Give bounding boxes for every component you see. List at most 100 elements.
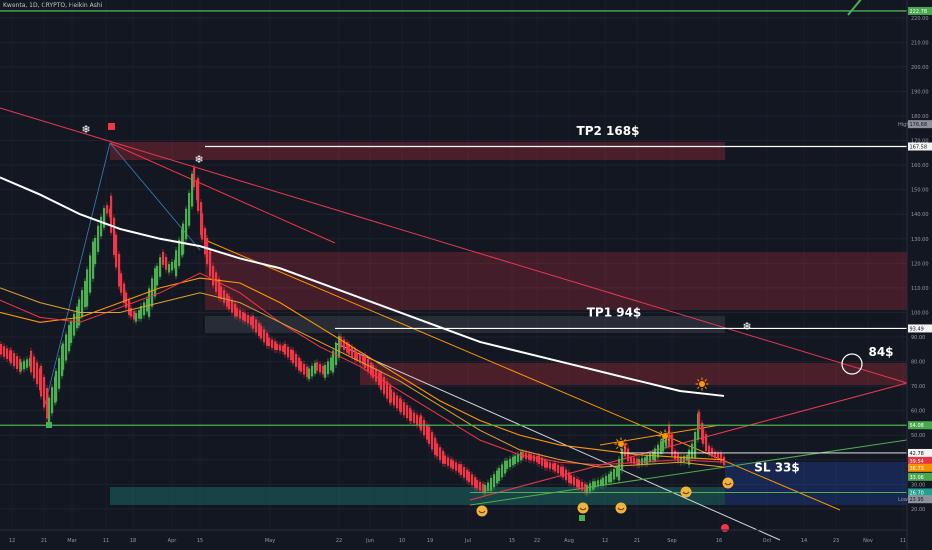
bull-candle	[589, 483, 592, 492]
price-axis-badge-label: 176.68	[910, 122, 928, 128]
bear-candle	[231, 299, 234, 313]
bear-candle	[110, 195, 113, 233]
bear-candle	[279, 344, 282, 351]
price-tick-label: 210.00	[911, 40, 929, 46]
bear-candle	[209, 250, 212, 277]
bear-candle	[193, 167, 196, 188]
bear-candle	[630, 456, 633, 463]
resistance-zone-lower	[360, 363, 907, 385]
bull-candle	[100, 216, 103, 237]
bear-candle	[423, 420, 426, 436]
snowflake-icon: ❄	[81, 123, 90, 136]
bear-candle	[413, 412, 416, 424]
bull-candle	[605, 475, 608, 485]
bull-candle	[84, 280, 87, 308]
bear-candle	[295, 353, 298, 367]
bull-candle	[586, 485, 589, 494]
price-axis-badge-label: 93.49	[910, 326, 924, 332]
price-axis-badge	[908, 488, 932, 497]
bear-candle	[546, 461, 549, 468]
resistance-zone-upper	[205, 252, 907, 310]
bear-candle	[268, 337, 271, 347]
bear-candle	[416, 414, 419, 426]
sun-ray	[667, 431, 670, 434]
sun-ray	[704, 379, 707, 382]
bull-candle	[496, 470, 499, 484]
time-tick-label: 11	[900, 538, 906, 544]
bear-candle	[584, 483, 587, 493]
bull-candle	[70, 321, 73, 343]
bear-candle	[204, 228, 207, 255]
bull-candle	[600, 479, 603, 486]
bear-candle	[533, 455, 536, 462]
price-tick-label: 200.00	[911, 65, 929, 71]
price-tick-label: 60.00	[911, 409, 925, 415]
bull-candle	[504, 460, 507, 474]
price-tick-label: 190.00	[911, 89, 929, 95]
price-axis-badge	[908, 142, 932, 151]
bear-candle	[6, 348, 9, 360]
descending-trendline-main	[0, 107, 908, 384]
sun-icon	[662, 433, 668, 439]
price-tick-label: 50.00	[911, 433, 925, 439]
time-tick-label: 16	[716, 538, 722, 544]
bull-candle	[660, 441, 663, 454]
bear-candle	[698, 411, 701, 430]
bull-candle	[68, 325, 71, 352]
price-tick-label: 90.00	[911, 335, 925, 341]
time-tick-label: Sep	[667, 538, 676, 544]
bear-candle	[346, 342, 349, 353]
time-tick-label: 15	[509, 538, 515, 544]
bull-candle	[694, 432, 697, 459]
sun-ray	[704, 386, 707, 389]
price-axis-badge	[908, 6, 932, 15]
bull-candle	[154, 268, 157, 297]
bear-candle	[46, 388, 49, 419]
bear-candle	[271, 339, 274, 348]
price-axis[interactable]: 20.0030.0040.0050.0060.0070.0080.0090.00…	[898, 0, 932, 550]
symbol-header[interactable]: Kwenta, 1D, CRYPTO, Heikin Ashi	[3, 2, 103, 9]
bull-candle	[641, 458, 644, 465]
bull-candle	[490, 477, 493, 491]
bull-candle	[646, 455, 649, 464]
bull-candle	[51, 387, 54, 414]
bear-candle	[244, 313, 247, 322]
price-axis-badge	[908, 456, 932, 465]
price-axis-badge	[908, 448, 932, 457]
bull-candle	[613, 468, 616, 480]
ma-200	[0, 176, 725, 397]
time-tick-label: Mar	[67, 538, 77, 544]
price-tick-label: 150.00	[911, 188, 929, 194]
ma-orange-1	[0, 277, 725, 461]
bear-candle	[554, 462, 557, 472]
bull-candle	[48, 397, 51, 424]
price-axis-badge-label: 26.70	[910, 490, 924, 496]
moving-averages	[0, 176, 725, 468]
bear-candle	[36, 362, 39, 385]
time-tick-label: Jun	[365, 538, 374, 544]
bull-candle	[665, 433, 668, 447]
bull-candle	[73, 313, 76, 336]
bear-candle	[544, 459, 547, 468]
bear-candle	[636, 458, 639, 465]
bear-candle	[403, 402, 406, 416]
bear-candle	[343, 339, 346, 350]
time-tick-label: 12	[9, 538, 15, 544]
bear-candle	[226, 293, 229, 307]
bull-candle	[338, 335, 341, 358]
bear-candle	[3, 346, 6, 357]
bull-candle	[92, 241, 95, 279]
bull-candle	[191, 173, 194, 207]
price-tick-label: 30.00	[911, 482, 925, 488]
bear-candle	[165, 256, 168, 270]
bear-candle	[568, 472, 571, 483]
bull-candle	[332, 350, 335, 373]
time-axis[interactable]: 12 21 Mar 11 18 Apr 15 May 22 Jun 10 19 Jul 15 22 Aug 12…	[0, 529, 907, 544]
bull-candle	[662, 438, 665, 452]
bull-candle	[146, 298, 149, 312]
bull-candle	[143, 302, 146, 316]
bull-candle	[594, 481, 597, 488]
price-tick-label: 140.00	[911, 212, 929, 218]
time-tick-label: 12	[602, 538, 608, 544]
